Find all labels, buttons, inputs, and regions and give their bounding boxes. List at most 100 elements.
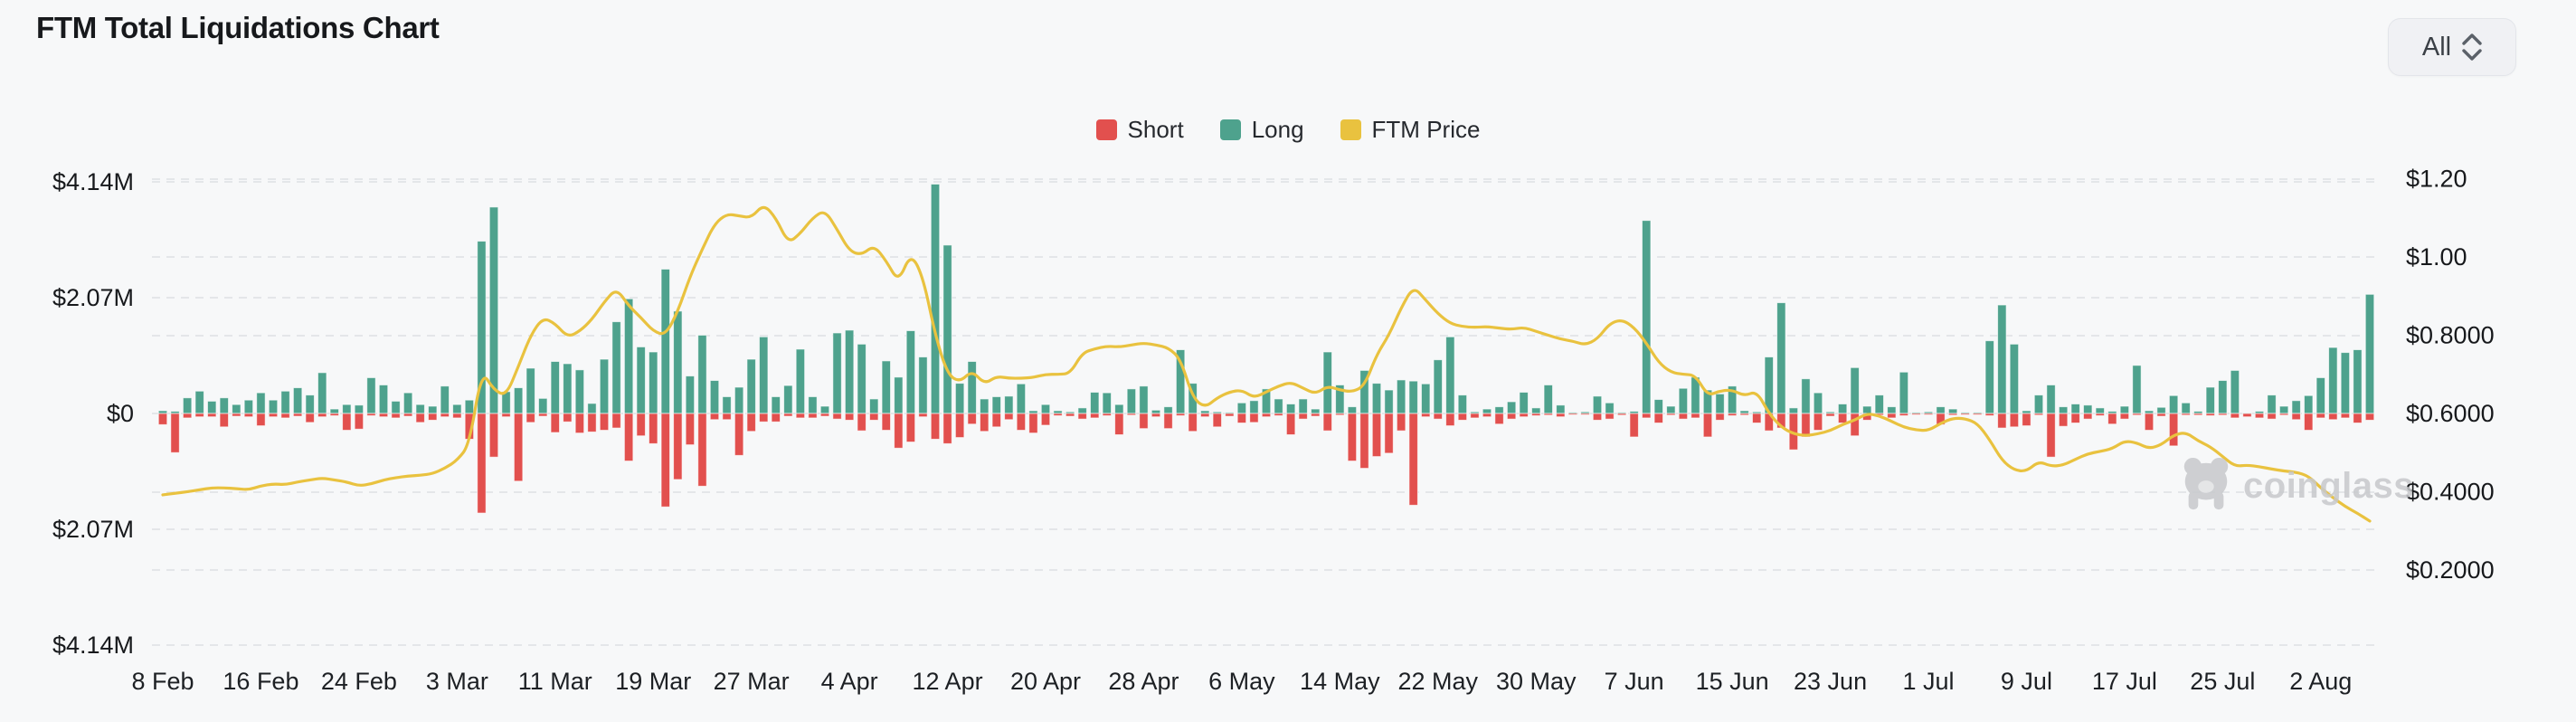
bar-short (734, 413, 744, 456)
bar-short (391, 413, 401, 419)
bar-short (354, 413, 365, 430)
bar-long (930, 183, 941, 414)
bar-long (2156, 406, 2166, 414)
bar-short (1065, 413, 1075, 417)
bar-long (1666, 405, 1676, 414)
legend-label: Long (1251, 116, 1304, 143)
bar-long (2328, 347, 2338, 414)
bar-long (2353, 349, 2363, 414)
legend-item-short[interactable]: Short (1095, 116, 1184, 144)
bar-long (305, 394, 315, 414)
bar-long (868, 398, 879, 414)
bar-long (1899, 371, 1909, 414)
bar-short (378, 413, 389, 418)
bar-short (1972, 413, 1983, 415)
bar-short (1335, 413, 1345, 416)
bar-short (1359, 413, 1369, 470)
bar-short (894, 413, 904, 449)
bar-short (2107, 413, 2117, 425)
bar-short (930, 413, 941, 440)
x-axis-tick: 4 Apr (821, 668, 878, 695)
bar-long (1887, 406, 1897, 414)
bar-short (1470, 413, 1480, 419)
bar-short (415, 413, 425, 423)
bar-short (832, 413, 842, 420)
bar-short (722, 413, 732, 421)
bar-short (1199, 413, 1210, 418)
bar-short (1384, 413, 1394, 454)
bar-short (1445, 413, 1455, 427)
bar-long (746, 358, 756, 414)
bar-short (1923, 413, 1934, 415)
bar-long (1322, 351, 1333, 414)
bar-short (648, 413, 658, 444)
bar-short (2022, 413, 2031, 427)
x-axis-tick: 19 Mar (615, 668, 691, 695)
bar-long (599, 358, 610, 414)
bar-short (2328, 413, 2338, 421)
bar-short (526, 413, 535, 423)
x-axis-tick: 25 Jul (2190, 668, 2255, 695)
bar-long (1274, 398, 1283, 414)
bar-short (170, 413, 180, 453)
legend-item-ftm-price[interactable]: FTM Price (1340, 116, 1481, 144)
bar-short (1715, 413, 1725, 421)
bar-short (427, 413, 438, 421)
bar-short (342, 413, 352, 432)
bar-short (1347, 413, 1358, 462)
bar-long (967, 360, 977, 414)
right-axis-tick: $1.00 (2406, 243, 2467, 271)
bar-long (1151, 409, 1161, 414)
bar-long (1850, 366, 1860, 414)
x-axis-tick: 23 Jun (1794, 668, 1867, 695)
bar-short (1801, 413, 1811, 438)
bar-short (329, 413, 340, 416)
bar-short (1163, 413, 1173, 430)
bar-short (1040, 413, 1051, 426)
bar-short (942, 413, 952, 444)
bar-long (1936, 406, 1946, 414)
bar-long (513, 387, 524, 414)
bar-short (967, 413, 977, 425)
bar-short (2046, 413, 2056, 458)
bar-short (2119, 413, 2130, 420)
bar-short (317, 413, 327, 418)
bar-long (1077, 407, 1087, 414)
time-range-select[interactable]: All (2388, 18, 2516, 76)
bar-short (2181, 413, 2191, 416)
bar-long (2181, 402, 2191, 414)
bar-short (1666, 413, 1676, 416)
bar-long (1408, 380, 1418, 414)
legend-label: FTM Price (1371, 116, 1481, 143)
bar-short (2218, 413, 2228, 416)
bar-short (268, 413, 279, 418)
bar-short (2267, 413, 2277, 420)
bar-long (795, 348, 806, 414)
bar-short (979, 413, 990, 432)
bar-long (1997, 304, 2007, 414)
bar-long (918, 356, 928, 414)
bar-short (1984, 413, 1995, 416)
bar-long (1519, 392, 1529, 414)
legend-item-long[interactable]: Long (1219, 116, 1304, 144)
bar-short (2340, 413, 2351, 419)
bar-short (636, 413, 646, 437)
bar-short (623, 413, 634, 462)
bar-long (1089, 392, 1100, 414)
bar-short (1850, 413, 1860, 437)
bar-long (819, 405, 830, 414)
bar-short (1702, 413, 1713, 438)
bar-long (979, 398, 990, 414)
bar-short (2291, 413, 2301, 421)
bar-short (918, 413, 928, 418)
bar-short (182, 413, 193, 419)
bar-short (2132, 413, 2142, 416)
bar-long (243, 399, 254, 414)
bar-long (1543, 384, 1554, 414)
legend-swatch (1219, 119, 1241, 140)
bar-short (758, 413, 769, 423)
bar-short (881, 413, 892, 432)
bar-long (1776, 302, 1786, 414)
